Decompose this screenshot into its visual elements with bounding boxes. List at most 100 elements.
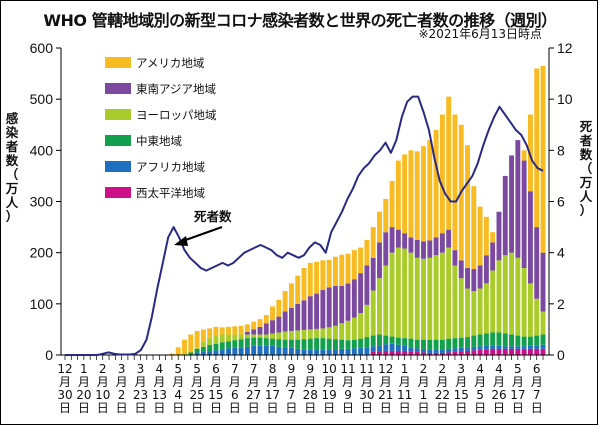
bar-segment-0 [483, 349, 489, 355]
y-tick-label-left: 600 [30, 40, 54, 56]
bar-segment-2 [219, 342, 225, 350]
bar-segment-0 [515, 348, 521, 355]
bar-segment-3 [219, 334, 225, 343]
bar-segment-1 [257, 345, 263, 355]
bar-segment-2 [213, 343, 219, 351]
bar-segment-4 [345, 283, 351, 321]
bar-segment-3 [370, 290, 376, 336]
bar-segment-3 [408, 252, 414, 339]
bar-segment-1 [414, 348, 420, 352]
x-tick-label: 月 [116, 375, 128, 389]
bar-segment-1 [358, 347, 364, 355]
bar-segment-0 [471, 350, 477, 355]
bar-segment-5 [194, 330, 200, 348]
legend-label: 西太平洋地域 [136, 186, 205, 200]
bar-segment-2 [288, 339, 294, 348]
x-tick-label: 3 [118, 362, 126, 376]
bar-segment-4 [320, 290, 326, 329]
bar-segment-4 [251, 329, 257, 335]
x-tick-label: 10 [322, 362, 337, 376]
x-tick-label: 5 [514, 362, 522, 376]
bar-segment-1 [326, 349, 332, 355]
x-tick-label: 日 [399, 401, 411, 415]
bar-segment-1 [194, 352, 200, 355]
bar-segment-2 [282, 339, 288, 348]
bar-segment-3 [527, 283, 533, 337]
bar-segment-4 [244, 331, 250, 335]
bar-segment-4 [295, 303, 301, 331]
x-tick-label: 日 [210, 401, 222, 415]
x-tick-label: 日 [78, 401, 90, 415]
bar-segment-0 [408, 351, 414, 355]
bar-segment-1 [377, 345, 382, 352]
bar-segment-3 [314, 328, 320, 339]
chart-title: WHO 管轄地域別の新型コロナ感染者数と世界の死亡者数の推移（週別） [43, 11, 557, 30]
bar-segment-3 [251, 334, 257, 338]
bar-segment-1 [534, 345, 540, 349]
bar-segment-2 [270, 338, 276, 346]
bar-segment-4 [301, 300, 307, 330]
x-tick-label: 月 [285, 375, 297, 389]
bar-segment-4 [276, 316, 282, 333]
bar-segment-4 [496, 211, 502, 261]
bar-segment-1 [320, 349, 326, 355]
x-tick-label: 月 [361, 375, 373, 389]
bar-segment-3 [295, 330, 301, 340]
bar-segment-4 [282, 311, 288, 332]
bar-segment-2 [244, 338, 250, 347]
bar-segment-5 [288, 283, 294, 308]
x-tick-label: 日 [455, 401, 467, 415]
x-tick-label: 5 [476, 388, 484, 402]
bar-segment-2 [314, 338, 320, 350]
x-tick-label: 27 [246, 388, 261, 402]
bar-segment-5 [465, 145, 470, 269]
bar-segment-4 [483, 255, 489, 284]
bar-segment-4 [521, 160, 527, 269]
x-tick-label: 7 [288, 388, 296, 402]
bar-segment-1 [307, 349, 313, 355]
bar-segment-2 [383, 335, 389, 345]
legend-label: 中東地域 [136, 134, 182, 148]
bar-segment-5 [389, 181, 395, 228]
y-tick-label-left: 0 [45, 347, 53, 363]
bar-segment-1 [213, 350, 219, 355]
bar-segment-4 [414, 239, 420, 258]
x-tick-label: 7 [533, 388, 541, 402]
bar-segment-3 [471, 291, 477, 336]
x-tick-label: 日 [229, 401, 241, 415]
x-tick-label: 日 [417, 401, 429, 415]
bar-segment-4 [351, 279, 357, 318]
x-tick-label: 5 [174, 362, 182, 376]
bar-segment-0 [452, 351, 458, 355]
x-tick-label: 日 [116, 401, 128, 415]
bar-segment-5 [408, 150, 414, 238]
bar-segment-5 [200, 329, 206, 342]
bar-segment-1 [490, 345, 496, 349]
x-tick-label: 日 [97, 401, 109, 415]
bar-segment-5 [332, 256, 338, 286]
x-tick-label: 28 [303, 388, 318, 402]
x-tick-label: 26 [491, 388, 506, 402]
axis-label-char: 数 [579, 147, 593, 162]
bar-segment-4 [433, 237, 439, 256]
x-tick-label: 3 [137, 362, 145, 376]
bar-segment-3 [483, 283, 489, 334]
bar-segment-4 [395, 229, 401, 248]
x-tick-label: 月 [304, 375, 316, 389]
x-tick-label: 7 [250, 362, 258, 376]
bar-segment-1 [496, 345, 502, 349]
x-tick-label: 1 [420, 388, 428, 402]
x-tick-label: 12 [57, 362, 72, 376]
bar-segment-4 [446, 229, 452, 248]
bar-segment-2 [540, 334, 546, 345]
bar-segment-2 [452, 338, 458, 349]
bar-segment-1 [439, 349, 445, 353]
bar-segment-3 [307, 329, 313, 339]
bar-segment-3 [383, 265, 389, 336]
bar-segment-0 [370, 351, 376, 355]
bar-segment-3 [226, 334, 231, 342]
x-tick-label: 8 [269, 362, 277, 376]
bar-segment-2 [458, 337, 464, 348]
bar-segment-2 [251, 337, 257, 346]
bar-segment-3 [213, 336, 219, 344]
